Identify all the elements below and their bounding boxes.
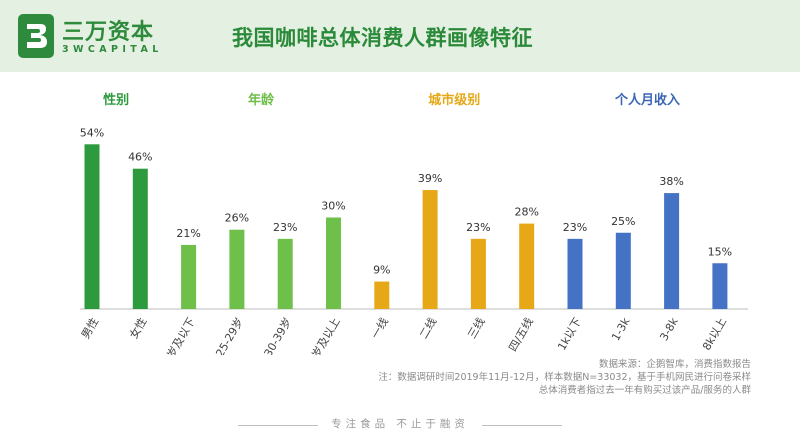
group-label-2: 城市级别 (428, 92, 480, 108)
bar (470, 238, 486, 309)
bar (422, 190, 438, 309)
brand-subtitle: 3WCAPITAL (62, 44, 163, 55)
bar (229, 229, 245, 309)
bar (374, 281, 390, 309)
bar-value-label: 30% (321, 200, 345, 213)
category-tick-label: 女性 (126, 315, 149, 341)
bar (84, 144, 100, 309)
footer-divider-left (238, 425, 318, 426)
bar (181, 244, 197, 309)
header-banner: 三万资本 3WCAPITAL 我国咖啡总体消费人群画像特征 (0, 0, 800, 72)
bar-value-label: 28% (514, 206, 538, 219)
brand-name: 三万资本 (62, 20, 155, 45)
category-tick-label: 30-39岁 (261, 315, 295, 355)
consumer-definition-note: 总体消费者指过去一年有购买过该产品/服务的人群 (538, 385, 751, 396)
brand-logo: 三万资本 3WCAPITAL (18, 14, 228, 58)
page-title: 我国咖啡总体消费人群画像特征 (232, 26, 533, 50)
bar-value-label: 46% (128, 151, 152, 164)
bar (277, 238, 293, 309)
category-tick-label: 40岁及以上 (302, 315, 343, 355)
bar (519, 223, 535, 309)
category-tick-label: 二线 (416, 315, 439, 341)
bar-value-label: 23% (273, 221, 297, 234)
group-label-3: 个人月收入 (614, 92, 680, 108)
category-tick-label: 25-29岁 (212, 315, 246, 355)
category-tick-label: 男性 (78, 315, 101, 341)
bar-value-label: 23% (466, 221, 490, 234)
bar (132, 168, 148, 309)
bar-value-label: 23% (563, 221, 587, 234)
bar (664, 193, 680, 309)
category-tick-label: 8k以上 (700, 316, 729, 353)
bar-value-label: 38% (659, 175, 683, 188)
bar-value-label: 21% (176, 227, 200, 240)
category-tick-label: 1k以下 (555, 316, 584, 353)
bar (712, 263, 728, 309)
bar (326, 217, 341, 309)
group-label-0: 性别 (103, 92, 129, 108)
bar (615, 232, 631, 309)
category-tick-label: 1-3k (609, 315, 633, 343)
bar-value-label: 15% (708, 245, 732, 258)
bar-value-label: 25% (611, 215, 635, 228)
bar-value-label: 9% (373, 264, 390, 277)
footer-divider-right (482, 425, 562, 426)
source-note: 数据来源：企鹅智库，消费指数报告 (598, 359, 751, 370)
bar (567, 238, 583, 309)
bar-value-label: 54% (80, 126, 104, 139)
category-tick-label: 四/五线 (505, 315, 535, 354)
category-tick-label: 三线 (464, 315, 487, 341)
survey-note: 注：数据调研时间2019年11月-12月，样本数据N=33032，基于手机网民进… (378, 372, 751, 383)
bar-chart: 性别 54% 男性 46% 女性 年龄 21% 24岁及以下 26% 25-29岁 23% 30-39… (78, 92, 748, 355)
group-label-1: 年龄 (248, 92, 275, 108)
category-tick-label: 一线 (368, 315, 391, 341)
bar-value-label: 26% (225, 212, 249, 225)
category-tick-label: 24岁及以下 (157, 315, 198, 355)
brand-logo-icon (18, 14, 54, 58)
footer-slogan: 专注食品 不止于融资 (331, 418, 469, 430)
bar-value-label: 39% (418, 172, 442, 185)
category-tick-label: 3-8k (657, 315, 681, 343)
